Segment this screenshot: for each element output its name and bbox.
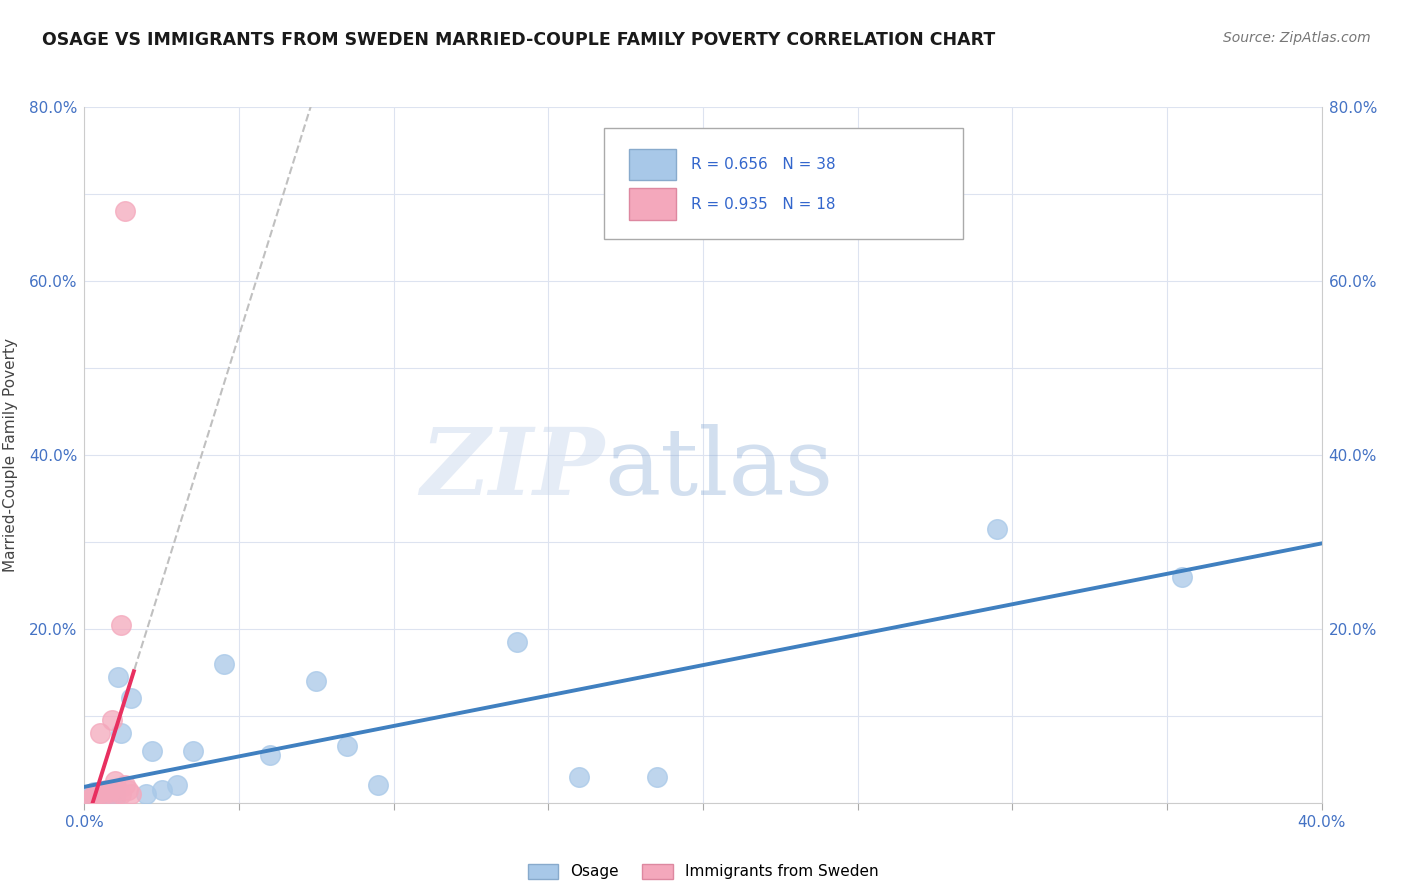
Point bbox=[94, 785, 117, 799]
Point bbox=[83, 787, 105, 801]
Point bbox=[104, 787, 127, 801]
Point bbox=[336, 739, 359, 754]
Text: R = 0.656   N = 38: R = 0.656 N = 38 bbox=[690, 157, 835, 172]
Point bbox=[79, 791, 101, 805]
Point bbox=[83, 785, 105, 799]
Point bbox=[212, 657, 235, 671]
Point bbox=[120, 691, 142, 706]
Point bbox=[117, 782, 139, 797]
Point bbox=[181, 744, 204, 758]
Text: atlas: atlas bbox=[605, 424, 834, 514]
Point bbox=[645, 770, 668, 784]
Text: OSAGE VS IMMIGRANTS FROM SWEDEN MARRIED-COUPLE FAMILY POVERTY CORRELATION CHART: OSAGE VS IMMIGRANTS FROM SWEDEN MARRIED-… bbox=[42, 31, 995, 49]
Point bbox=[91, 785, 114, 799]
Point bbox=[166, 778, 188, 792]
Bar bbox=[628, 188, 676, 219]
Text: R = 0.935   N = 18: R = 0.935 N = 18 bbox=[690, 197, 835, 212]
Point bbox=[110, 617, 132, 632]
Point bbox=[86, 787, 108, 801]
Point bbox=[107, 782, 129, 797]
Point bbox=[89, 787, 111, 801]
Bar bbox=[628, 149, 676, 180]
Text: Source: ZipAtlas.com: Source: ZipAtlas.com bbox=[1223, 31, 1371, 45]
Point bbox=[89, 791, 111, 805]
Point bbox=[83, 792, 105, 806]
Point bbox=[94, 782, 117, 797]
Point bbox=[114, 778, 136, 792]
Point bbox=[120, 787, 142, 801]
Point bbox=[568, 770, 591, 784]
Point bbox=[89, 726, 111, 740]
Point bbox=[367, 778, 389, 792]
Point bbox=[76, 789, 98, 804]
Point bbox=[83, 789, 105, 803]
Text: ZIP: ZIP bbox=[420, 424, 605, 514]
Point bbox=[91, 787, 114, 801]
Point bbox=[79, 790, 101, 805]
Point bbox=[98, 787, 121, 801]
Point bbox=[104, 789, 127, 803]
Point bbox=[76, 793, 98, 807]
Point bbox=[76, 793, 98, 807]
Point bbox=[141, 744, 163, 758]
FancyBboxPatch shape bbox=[605, 128, 963, 239]
Point bbox=[506, 635, 529, 649]
Point bbox=[986, 522, 1008, 536]
Point bbox=[104, 774, 127, 789]
Point bbox=[110, 726, 132, 740]
Point bbox=[135, 787, 157, 801]
Legend: Osage, Immigrants from Sweden: Osage, Immigrants from Sweden bbox=[522, 857, 884, 886]
Y-axis label: Married-Couple Family Poverty: Married-Couple Family Poverty bbox=[3, 338, 18, 572]
Point bbox=[150, 782, 173, 797]
Point bbox=[86, 789, 108, 803]
Point bbox=[86, 790, 108, 805]
Point bbox=[259, 747, 281, 762]
Point bbox=[107, 670, 129, 684]
Point bbox=[98, 782, 121, 797]
Point bbox=[79, 787, 101, 801]
Point bbox=[98, 785, 121, 799]
Point bbox=[1171, 570, 1194, 584]
Point bbox=[89, 785, 111, 799]
Point bbox=[305, 674, 328, 689]
Point bbox=[101, 713, 124, 727]
Point bbox=[114, 204, 136, 219]
Point bbox=[91, 789, 114, 803]
Point bbox=[94, 790, 117, 805]
Point bbox=[104, 791, 127, 805]
Point bbox=[110, 787, 132, 801]
Point bbox=[101, 789, 124, 803]
